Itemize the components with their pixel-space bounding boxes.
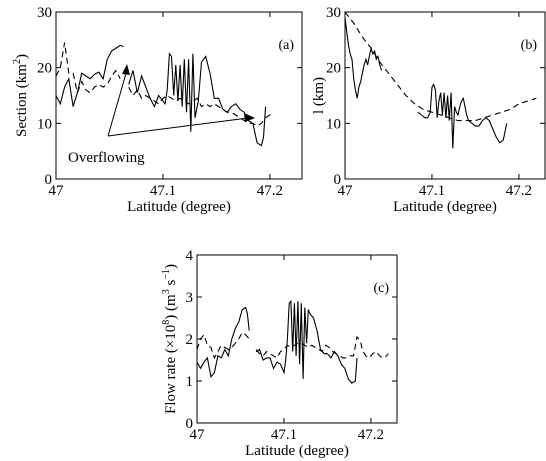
panel-a-ylabel-close: ) <box>14 54 30 59</box>
y-tick-label: 30 <box>37 5 52 21</box>
panel-c-label: (c) <box>373 281 389 296</box>
x-tick-label: 47.1 <box>419 183 445 199</box>
panel-b-xlabel: Latitude (degree) <box>393 199 497 215</box>
x-tick-label: 47 <box>49 183 65 199</box>
x-tick-label: 47 <box>190 427 206 443</box>
y-tick-label: 10 <box>326 116 341 132</box>
panel-a-ylabel-sup: 2 <box>12 59 23 64</box>
panel-b-series <box>344 11 537 149</box>
y-tick-label: 0 <box>334 172 342 188</box>
panel-c-ticks: 47 47.1 47.2 0 1 2 3 4 <box>186 248 397 443</box>
series-line-solid <box>196 299 358 384</box>
panel-c-series <box>196 299 389 384</box>
panel-c-ylabel-close: ) <box>163 264 179 269</box>
x-tick-label: 47.2 <box>358 427 384 443</box>
series-line-dashed <box>55 42 273 127</box>
panel-c-ylabel-mid2: s <box>163 280 179 290</box>
annotation-arrow-right <box>107 117 249 137</box>
panel-b-ylabel: l (km) <box>311 77 327 114</box>
x-tick-label: 47.1 <box>271 427 297 443</box>
y-tick-label: 30 <box>326 5 341 21</box>
x-tick-label: 47 <box>338 183 354 199</box>
panel-c-ylabel: Flow rate (×108) (m3 s−1) <box>161 264 179 414</box>
y-tick-label: 0 <box>186 416 194 432</box>
annotation-text: Overflowing <box>68 150 145 166</box>
panel-c: 47 47.1 47.2 0 1 2 3 4 (c) Latitude (degree) Fl… <box>161 248 398 459</box>
x-tick-label: 47.2 <box>506 183 532 199</box>
annotation-arrow-up <box>107 69 128 137</box>
panel-b-frame <box>344 11 546 180</box>
series-line-dashed <box>196 331 389 360</box>
x-tick-label: 47.1 <box>150 183 176 199</box>
y-tick-label: 20 <box>326 61 341 77</box>
panel-c-ylabel-mid: ) (m <box>163 294 179 320</box>
series-line-dashed <box>344 11 537 122</box>
panel-c-ylabel-sup1: 8 <box>161 320 172 325</box>
panel-c-ylabel-main: Flow rate (×10 <box>163 325 179 414</box>
panel-a-ylabel-main: Section (km <box>14 64 30 137</box>
y-tick-label: 0 <box>45 172 53 188</box>
panel-c-ylabel-sup2: 3 <box>161 289 172 294</box>
panel-a-series <box>55 42 273 147</box>
annotation-arrowhead-up <box>122 64 130 75</box>
panel-a-xlabel: Latitude (degree) <box>127 199 231 215</box>
panel-b-label: (b) <box>521 38 538 53</box>
y-tick-label: 4 <box>186 248 194 264</box>
panel-b-ticks: 47 47.1 47.2 0 10 20 30 <box>326 5 545 199</box>
panel-c-xlabel: Latitude (degree) <box>245 443 349 459</box>
panel-a-ylabel: Section (km2) <box>12 54 30 137</box>
y-tick-label: 2 <box>186 332 194 348</box>
panel-a-annotation: Overflowing <box>68 64 255 166</box>
y-tick-label: 3 <box>186 290 194 306</box>
x-tick-label: 47.2 <box>257 183 283 199</box>
series-line-solid <box>344 17 508 149</box>
panel-a-ticks: 47 47.1 47.2 0 10 20 30 <box>37 5 302 199</box>
panel-c-ylabel-sup3: −1 <box>161 269 172 280</box>
y-tick-label: 10 <box>37 116 52 132</box>
y-tick-label: 1 <box>186 374 194 390</box>
y-tick-label: 20 <box>37 61 52 77</box>
annotation-arrowhead-right <box>244 113 255 122</box>
panel-a-label: (a) <box>278 38 294 53</box>
series-line-solid <box>55 44 267 147</box>
